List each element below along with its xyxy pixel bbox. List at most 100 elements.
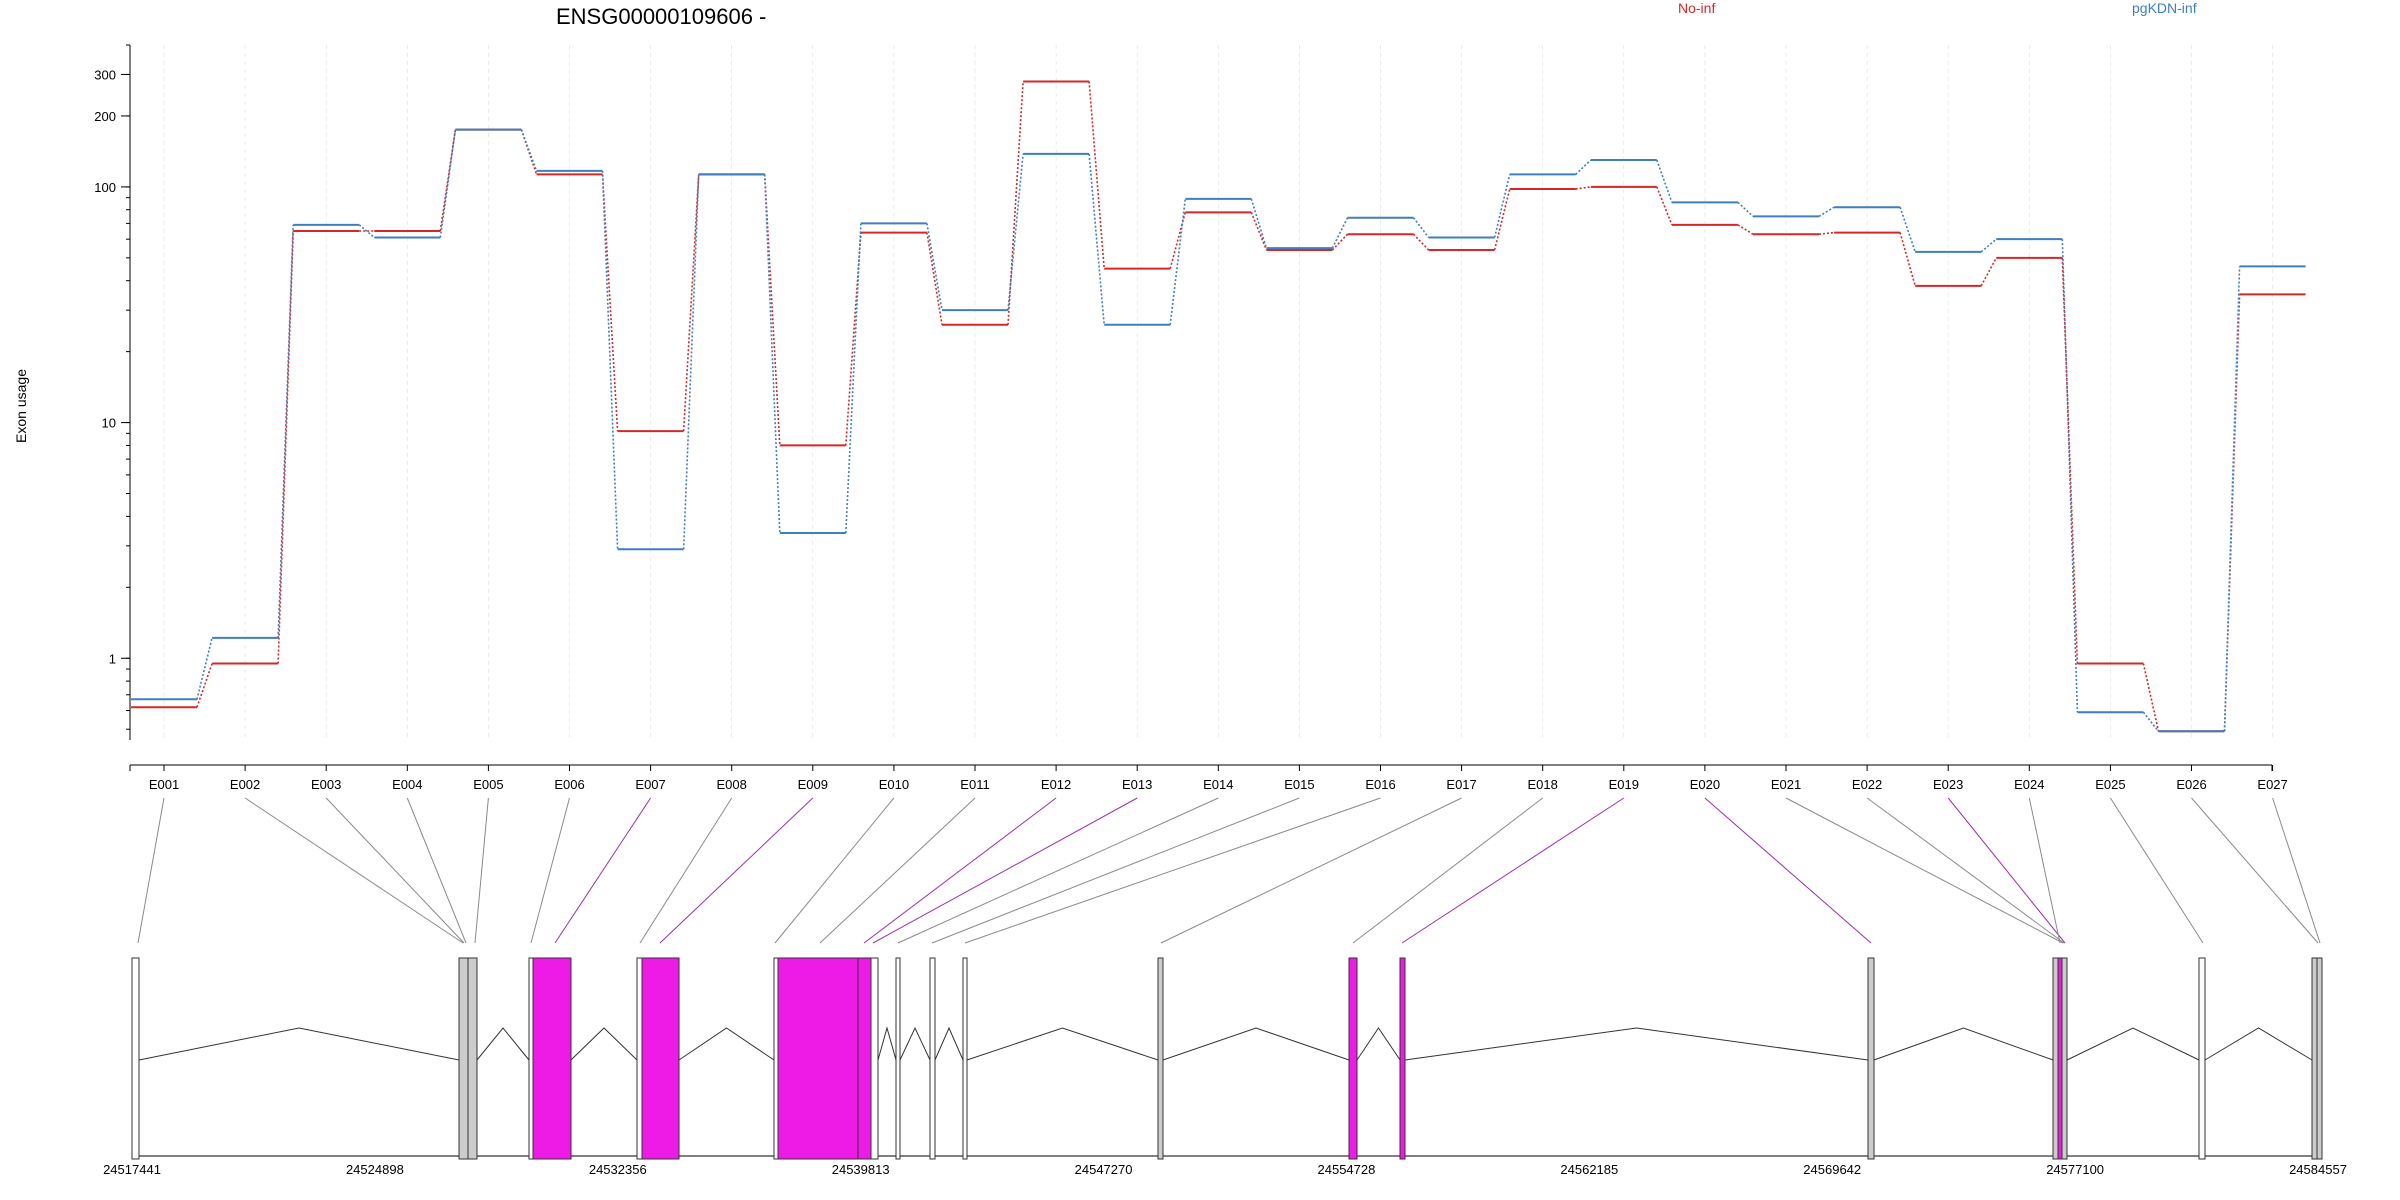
exon-box	[1157, 957, 1164, 1160]
connector-e015	[931, 797, 1300, 944]
connector-e013	[872, 797, 1138, 944]
exon-box	[2057, 957, 2063, 1160]
x-tick-label-e027: E027	[2257, 777, 2287, 792]
x-tick-label-e012: E012	[1041, 777, 1071, 792]
connector-e010	[774, 797, 895, 944]
x-tick-label-e007: E007	[635, 777, 665, 792]
chart-title: ENSG00000109606 -	[556, 4, 766, 29]
x-tick-label-e019: E019	[1609, 777, 1639, 792]
connector-e026	[2191, 797, 2319, 944]
legend-pgkdn-inf: pgKDN-inf	[2132, 0, 2197, 16]
no-inf-connector	[1412, 233, 1430, 251]
exon-box	[2052, 957, 2059, 1160]
no-inf-connector	[601, 174, 619, 432]
pgkdn-inf-connector	[277, 224, 294, 638]
coordinate-label: 24547270	[1075, 1162, 1133, 1177]
x-tick-label-e005: E005	[473, 777, 503, 792]
intron-line	[899, 1026, 931, 1061]
y-tick-label: 200	[94, 109, 116, 124]
connector-e009	[659, 797, 814, 944]
connector-e019	[1401, 797, 1625, 944]
coordinate-label: 24554728	[1318, 1162, 1376, 1177]
pgkdn-inf-connector	[520, 129, 538, 172]
intron-line	[1873, 1027, 2054, 1061]
coordinate-label: 24584557	[2289, 1162, 2347, 1177]
exon-box	[2311, 957, 2318, 1160]
connector-e012	[863, 797, 1057, 944]
exon-box	[636, 957, 643, 1160]
no-inf-connector	[1088, 81, 1105, 269]
pgkdn-inf-connector	[682, 174, 700, 550]
exon-connectors	[137, 797, 2321, 944]
intron-line	[1356, 1027, 1401, 1061]
coordinate-label: 24517441	[103, 1162, 161, 1177]
x-tick-label-e006: E006	[554, 777, 584, 792]
intron-line	[2204, 1027, 2313, 1061]
exon-box	[1348, 957, 1358, 1160]
no-inf-connector	[1899, 232, 1916, 287]
pgkdn-inf-connector	[1980, 238, 1997, 253]
coordinate-label: 24577100	[2046, 1162, 2104, 1177]
no-inf-connector	[1818, 231, 1835, 235]
coordinate-label: 24532356	[589, 1162, 647, 1177]
exon-box	[870, 957, 879, 1160]
no-inf-connector	[1331, 233, 1349, 251]
no-inf-connector	[1169, 212, 1187, 269]
x-tick-label-e008: E008	[717, 777, 747, 792]
connector-e024	[2028, 797, 2061, 944]
pgkdn-inf-connector	[1250, 198, 1268, 249]
connector-e014	[897, 797, 1219, 944]
intron-line	[2066, 1027, 2200, 1061]
coordinate-label: 24539813	[832, 1162, 890, 1177]
x-tick-label-e015: E015	[1284, 777, 1314, 792]
pgkdn-inf-connector	[1007, 153, 1024, 311]
x-tick-label-e001: E001	[149, 777, 179, 792]
exon-box	[131, 957, 140, 1160]
exon-box	[2061, 957, 2068, 1160]
no-inf-connector	[277, 230, 294, 664]
intron-line	[476, 1027, 530, 1061]
connector-e006	[530, 797, 570, 944]
exon-box	[2316, 957, 2323, 1160]
coordinate-label: 24569642	[1803, 1162, 1861, 1177]
y-tick-label: 300	[94, 67, 116, 82]
exon-box	[962, 957, 968, 1160]
y-tick-label: 10	[102, 416, 116, 431]
x-tick-label-e002: E002	[230, 777, 260, 792]
no-inf-connector	[682, 174, 700, 432]
connector-e020	[1704, 797, 1872, 944]
legend-no-inf: No-inf	[1678, 0, 1715, 16]
pgkdn-inf-connector	[358, 224, 375, 239]
intron-line	[1162, 1027, 1350, 1061]
y-tick-label: 1	[109, 651, 116, 666]
x-tick-label-e020: E020	[1690, 777, 1720, 792]
x-tick-label-e023: E023	[1933, 777, 1963, 792]
x-tick-label-e004: E004	[392, 777, 422, 792]
x-tick-label-e024: E024	[2014, 777, 2044, 792]
x-tick-label-e014: E014	[1203, 777, 1233, 792]
pgkdn-inf-connector	[196, 637, 213, 700]
intron-line	[570, 1027, 638, 1061]
exon-box	[777, 957, 859, 1160]
no-inf-connector	[926, 232, 943, 325]
x-tick-label-e009: E009	[798, 777, 828, 792]
intron-line	[934, 1026, 964, 1061]
pgkdn-inf-connector	[763, 174, 781, 534]
intron-line	[1404, 1027, 1869, 1061]
connector-e005	[474, 797, 489, 944]
x-tick-label-e010: E010	[879, 777, 909, 792]
connector-e011	[819, 797, 976, 944]
connector-e001	[137, 797, 165, 944]
no-inf-connector	[520, 129, 538, 175]
pgkdn-inf-connector	[1899, 206, 1916, 253]
intron-line	[138, 1027, 460, 1061]
x-tick-label-e022: E022	[1852, 777, 1882, 792]
x-tick-label-e025: E025	[2095, 777, 2125, 792]
x-tick-label-e013: E013	[1122, 777, 1152, 792]
intron-line	[877, 1026, 897, 1061]
connector-e021	[1785, 797, 2064, 944]
connector-e002	[244, 797, 464, 944]
pgkdn-inf-connector	[1088, 153, 1105, 325]
connector-e025	[2109, 797, 2204, 944]
connector-e008	[639, 797, 733, 944]
